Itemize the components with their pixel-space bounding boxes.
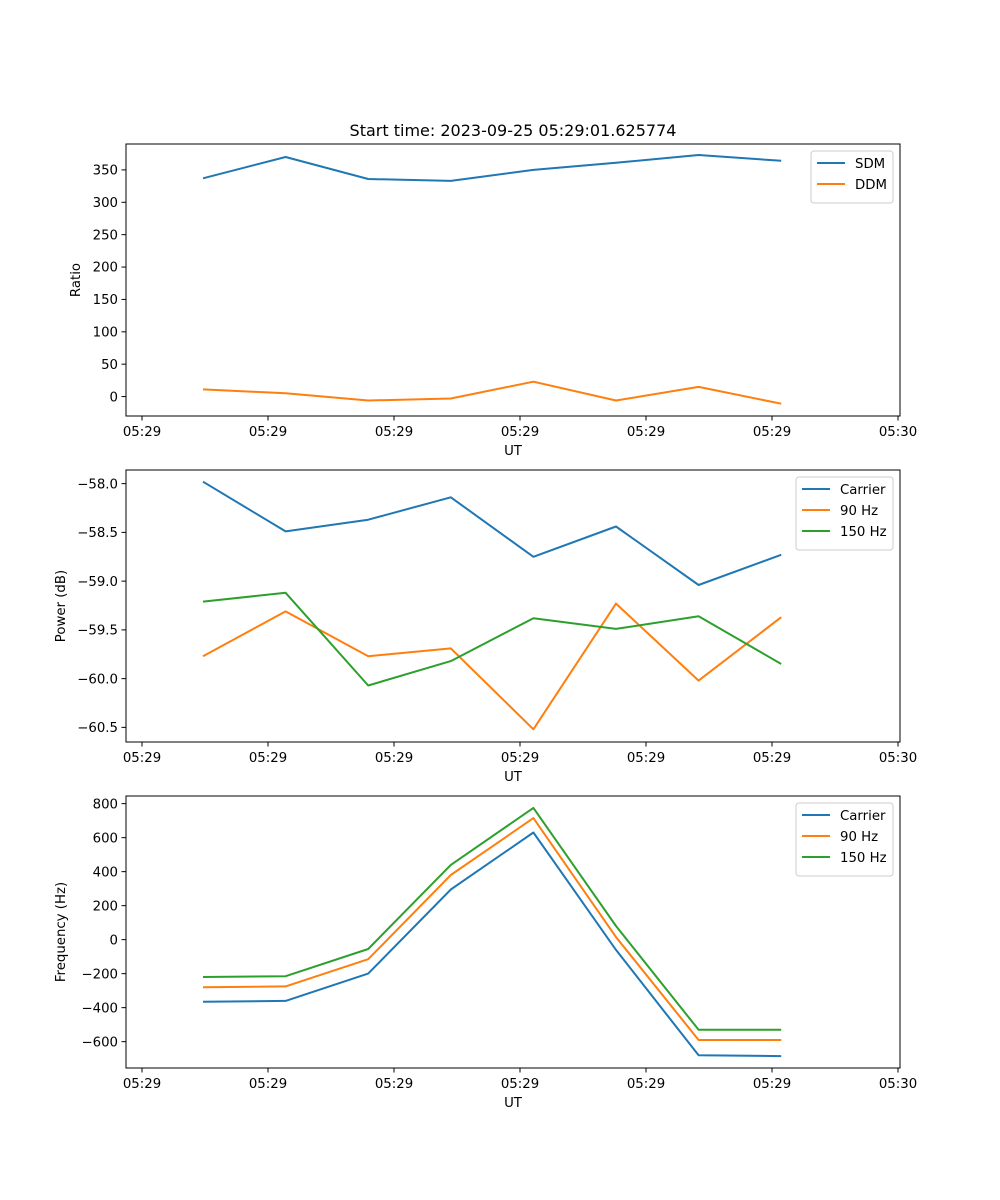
x-axis-label: UT (504, 444, 523, 459)
x-tick-label: 05:29 (753, 425, 791, 440)
legend-entry: Carrier (840, 809, 886, 824)
subplot-2: 05:29 05:29 05:29 05:29 05:29 05:29 05:30 −60.5… (54, 469, 917, 785)
series-line-150-hz (202, 591, 782, 687)
x-tick-label: 05:29 (501, 425, 539, 440)
y-axis-label: Ratio (69, 263, 84, 297)
x-tick-label: 05:29 (375, 425, 413, 440)
y-tick-label: 250 (93, 228, 118, 243)
y-tick-label: 200 (93, 261, 118, 276)
y-tick-label: 350 (93, 164, 118, 179)
y-tick-label: 0 (110, 933, 118, 948)
x-tick-label: 05:29 (627, 1077, 665, 1092)
legend: Carrier 90 Hz 150 Hz (795, 802, 894, 877)
series-line-carrier (202, 480, 782, 586)
legend: Carrier 90 Hz 150 Hz (795, 476, 894, 551)
legend-entry: Carrier (840, 483, 886, 498)
x-tick-label: 05:29 (627, 751, 665, 766)
x-tick-label: 05:29 (627, 425, 665, 440)
y-tick-label: 200 (93, 899, 118, 914)
y-axis-label: Frequency (Hz) (54, 882, 69, 982)
x-tick-label: 05:30 (879, 1077, 917, 1092)
legend-entry: 150 Hz (840, 525, 887, 540)
y-tick-label: 50 (101, 358, 118, 373)
x-tick-label: 05:29 (123, 751, 161, 766)
legend-entry: DDM (855, 178, 887, 193)
y-tick-label: 600 (93, 831, 118, 846)
x-tick-label: 05:29 (123, 425, 161, 440)
series-line-sdm (202, 154, 782, 182)
axes-frame (125, 795, 901, 1069)
y-tick-label: 100 (93, 326, 118, 341)
series-line-90-hz (202, 817, 782, 1041)
x-tick-label: 05:29 (123, 1077, 161, 1092)
y-tick-label: 150 (93, 293, 118, 308)
x-tick-label: 05:30 (879, 425, 917, 440)
x-tick-label: 05:29 (249, 425, 287, 440)
legend-entry: 150 Hz (840, 851, 887, 866)
x-tick-label: 05:29 (249, 751, 287, 766)
y-tick-label: 300 (93, 196, 118, 211)
series-line-ddm (202, 380, 782, 405)
y-tick-label: 0 (110, 390, 118, 405)
y-tick-label: −200 (81, 967, 118, 982)
y-tick-label: −60.0 (77, 672, 118, 687)
y-tick-label: −58.5 (77, 526, 118, 541)
y-tick-label: −600 (81, 1035, 118, 1050)
y-axis-label: Power (dB) (54, 570, 69, 642)
x-tick-label: 05:29 (753, 751, 791, 766)
x-axis-label: UT (504, 1096, 523, 1111)
y-tick-label: −58.0 (77, 477, 118, 492)
subplot-1: 05:29 05:29 05:29 05:29 05:29 05:29 05:30 0 50 10… (69, 143, 917, 459)
y-tick-label: 800 (93, 797, 118, 812)
y-tick-label: −60.5 (77, 721, 118, 736)
x-tick-label: 05:29 (249, 1077, 287, 1092)
x-tick-label: 05:29 (501, 1077, 539, 1092)
legend: SDM DDM (810, 150, 894, 204)
x-tick-label: 05:29 (501, 751, 539, 766)
y-tick-label: −59.0 (77, 575, 118, 590)
legend-entry: 90 Hz (840, 830, 878, 845)
legend-entry: 90 Hz (840, 504, 878, 519)
series-line-150-hz (202, 806, 782, 1031)
chart-title: Start time: 2023-09-25 05:29:01.625774 (350, 121, 677, 140)
x-tick-label: 05:29 (375, 751, 413, 766)
axes-frame (125, 143, 901, 417)
y-tick-label: −400 (81, 1001, 118, 1016)
x-tick-label: 05:29 (753, 1077, 791, 1092)
y-tick-label: −59.5 (77, 624, 118, 639)
x-tick-label: 05:30 (879, 751, 917, 766)
series-line-90-hz (202, 602, 782, 731)
series-line-carrier (202, 831, 782, 1058)
legend-entry: SDM (855, 157, 885, 172)
x-tick-label: 05:29 (375, 1077, 413, 1092)
subplot-3: 05:29 05:29 05:29 05:29 05:29 05:29 05:30 −600 −… (54, 795, 917, 1111)
axes-frame (125, 469, 901, 743)
x-axis-label: UT (504, 770, 523, 785)
y-tick-label: 400 (93, 865, 118, 880)
